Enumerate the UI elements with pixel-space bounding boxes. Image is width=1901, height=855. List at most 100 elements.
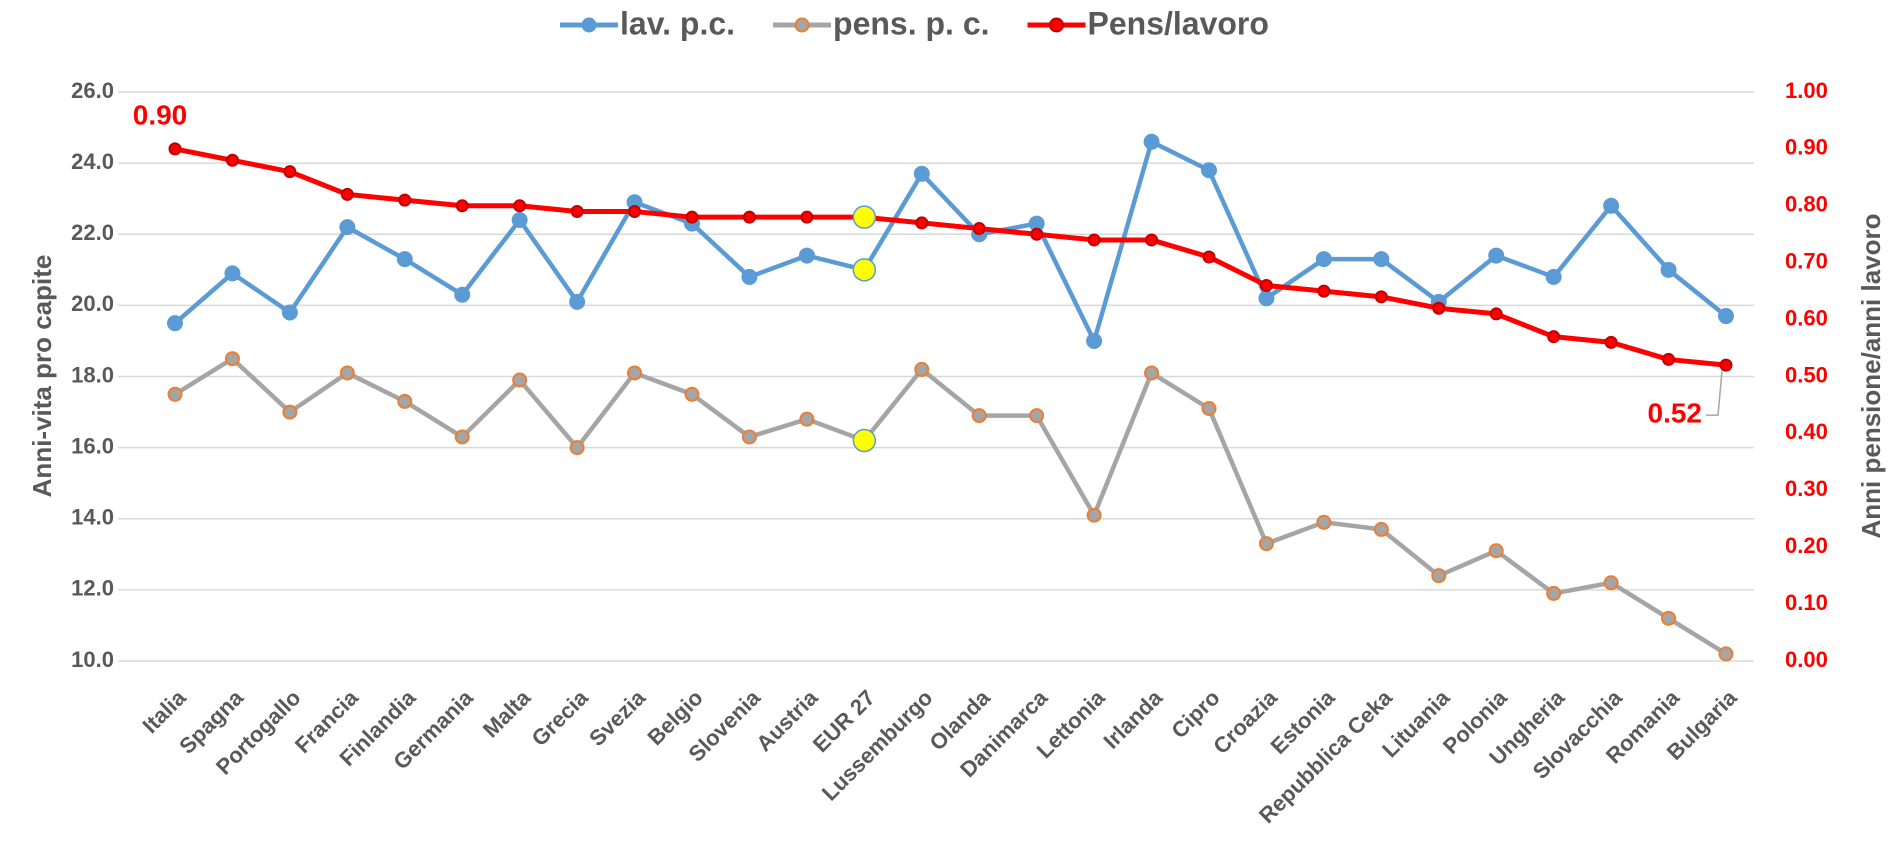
data-point <box>742 210 756 224</box>
data-point <box>1488 247 1505 264</box>
data-point <box>511 212 528 229</box>
data-point <box>1719 358 1733 372</box>
data-point <box>1488 543 1504 559</box>
data-point <box>1373 521 1389 537</box>
data-point <box>1604 335 1618 349</box>
data-point <box>512 372 528 388</box>
y2-tick-label: 0.10 <box>1785 590 1828 615</box>
data-point <box>1145 233 1159 247</box>
legend-label: pens. p. c. <box>833 5 989 41</box>
y2-tick-label: 0.00 <box>1785 647 1828 672</box>
data-point <box>1662 352 1676 366</box>
data-point <box>1087 233 1101 247</box>
data-point <box>685 210 699 224</box>
data-point <box>224 351 240 367</box>
data-point <box>741 429 757 445</box>
data-point <box>1718 308 1734 325</box>
data-point <box>1546 585 1562 601</box>
data-point <box>282 404 298 420</box>
data-point <box>1374 290 1388 304</box>
data-point <box>1143 133 1160 150</box>
data-point <box>1030 227 1044 241</box>
data-point <box>339 365 355 381</box>
data-point <box>1315 251 1332 268</box>
data-point <box>339 219 356 236</box>
y-axis-title: Anni-vita pro capite <box>27 255 57 498</box>
y-tick-label: 10.0 <box>71 647 114 672</box>
data-point <box>1144 365 1160 381</box>
data-point <box>1259 278 1273 292</box>
series-line <box>173 356 1728 656</box>
series-line <box>173 139 1728 344</box>
y-tick-label: 20.0 <box>71 291 114 316</box>
data-point <box>398 193 412 207</box>
data-point <box>396 251 413 268</box>
legend-marker <box>1049 17 1064 33</box>
y-tick-label: 22.0 <box>71 220 114 245</box>
y2-tick-label: 0.70 <box>1785 249 1828 274</box>
data-point <box>340 187 354 201</box>
data-point <box>1661 610 1677 626</box>
data-point <box>1547 330 1561 344</box>
data-point <box>741 268 758 285</box>
label-leader <box>1706 371 1723 416</box>
data-point <box>852 205 877 229</box>
data-point <box>397 393 413 409</box>
legend-marker <box>794 17 810 33</box>
data-point <box>1201 401 1217 417</box>
data-point <box>913 165 930 182</box>
y2-tick-label: 0.80 <box>1785 192 1828 217</box>
data-point <box>684 386 700 402</box>
data-point <box>852 428 877 453</box>
data-point <box>513 199 527 213</box>
data-point <box>1603 197 1620 214</box>
legend-label: lav. p.c. <box>620 5 735 41</box>
data-label: 0.52 <box>1648 398 1703 429</box>
data-point <box>570 204 584 218</box>
data-point <box>1029 408 1045 424</box>
data-point <box>225 153 239 167</box>
data-point <box>798 247 815 264</box>
y-tick-label: 14.0 <box>71 505 114 530</box>
x-tick-label: Grecia <box>527 684 594 751</box>
data-point <box>168 142 182 156</box>
y-tick-label: 12.0 <box>71 576 114 601</box>
y2-tick-label: 0.60 <box>1785 305 1828 330</box>
x-tick-label: Austria <box>751 684 823 756</box>
series-line <box>174 146 1727 368</box>
data-point <box>454 286 471 303</box>
x-tick-label: Irlanda <box>1099 684 1168 753</box>
data-point <box>1373 251 1390 268</box>
x-tick-label: Svezia <box>584 684 651 751</box>
data-point <box>799 411 815 427</box>
data-point <box>628 204 642 218</box>
data-point <box>800 210 814 224</box>
data-point <box>167 315 183 332</box>
data-point <box>281 304 298 321</box>
legend-marker <box>581 17 597 33</box>
x-tick-label: Italia <box>138 684 192 738</box>
data-point <box>1086 332 1103 349</box>
data-point <box>1086 507 1102 523</box>
legend-label: Pens/lavoro <box>1088 5 1269 41</box>
data-point <box>167 386 183 402</box>
data-point <box>1258 536 1274 552</box>
data-point <box>569 293 586 310</box>
data-point <box>1545 268 1562 285</box>
data-point <box>1316 514 1332 530</box>
data-point <box>1201 162 1217 179</box>
data-label: 0.90 <box>133 99 188 130</box>
data-point <box>224 265 241 282</box>
y2-tick-label: 0.90 <box>1785 135 1828 160</box>
y2-axis-title: Anni pensione/anni lavoro <box>1856 213 1886 538</box>
data-point <box>971 408 987 424</box>
y2-tick-label: 0.50 <box>1785 362 1828 387</box>
data-point <box>914 361 930 377</box>
data-point <box>915 216 929 230</box>
data-point <box>1432 301 1446 315</box>
data-point <box>852 258 877 282</box>
y-tick-label: 18.0 <box>71 362 114 387</box>
data-point <box>627 365 643 381</box>
y2-tick-label: 0.30 <box>1785 476 1828 501</box>
